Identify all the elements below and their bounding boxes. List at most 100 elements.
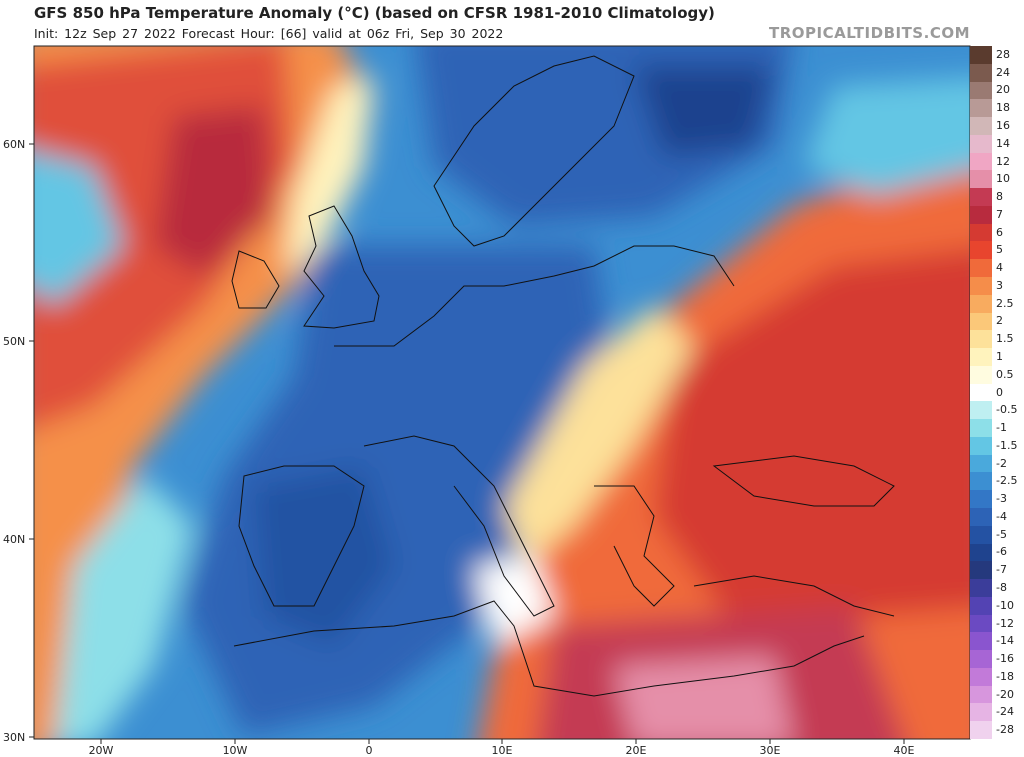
legend-swatch <box>970 63 992 83</box>
legend-swatch <box>970 223 992 242</box>
lon-label: 10E <box>492 744 513 757</box>
balkans-coast <box>594 485 675 607</box>
legend-swatch <box>970 259 992 278</box>
legend-label: 20 <box>996 83 1010 97</box>
anatolia-coast <box>693 575 895 617</box>
legend-swatch <box>970 241 992 260</box>
legend-swatch <box>970 99 992 118</box>
legend-swatch <box>970 365 992 385</box>
legend-swatch <box>970 454 992 473</box>
transition-band <box>504 306 694 566</box>
lon-label: 10W <box>223 744 248 757</box>
italy-coast <box>363 435 555 617</box>
legend-label: -6 <box>996 545 1007 559</box>
legend-swatch <box>970 312 992 331</box>
legend-label: 8 <box>996 190 1003 204</box>
legend-label: -20 <box>996 687 1014 701</box>
legend-label: 12 <box>996 154 1010 168</box>
legend-label: -2.5 <box>996 474 1018 488</box>
legend-label: 1.5 <box>996 332 1014 346</box>
legend-label: 3 <box>996 278 1003 292</box>
legend-label: 16 <box>996 118 1010 132</box>
map-title: GFS 850 hPa Temperature Anomaly (°C) (ba… <box>34 4 715 22</box>
legend-label: -10 <box>996 598 1014 612</box>
coastlines <box>231 55 895 697</box>
southwest-atlantic-cool <box>54 476 194 739</box>
legend-label: 5 <box>996 243 1003 257</box>
legend-label: 1 <box>996 349 1003 363</box>
legend-swatch <box>970 419 992 438</box>
legend-label: 7 <box>996 207 1003 221</box>
legend-swatch <box>970 543 992 562</box>
legend-swatch <box>970 81 992 100</box>
scandinavia-coast <box>433 55 635 247</box>
north-africa-coast <box>233 600 865 697</box>
north-coast <box>334 245 735 347</box>
legend-swatch <box>970 650 992 669</box>
atlantic-hot-spot <box>154 106 274 276</box>
legend-swatch <box>970 205 992 225</box>
legend-swatch <box>970 277 992 296</box>
legend-swatch <box>970 188 992 207</box>
legend-label: -4 <box>996 509 1007 523</box>
lat-label: 40N <box>3 533 25 546</box>
tyrrhenian-neutral <box>474 556 554 646</box>
brand-watermark[interactable]: TROPICALTIDBITS.COM <box>769 24 970 42</box>
legend-swatch <box>970 117 992 136</box>
ireland-coast <box>231 250 280 309</box>
lat-label: 30N <box>3 731 25 744</box>
iberia-coast <box>238 465 365 607</box>
legend-swatch <box>970 685 992 704</box>
temperature-anomaly-map <box>34 46 970 739</box>
legend-swatch <box>970 632 992 651</box>
lat-label: 60N <box>3 138 25 151</box>
west-atlantic-cool <box>34 151 124 306</box>
legend-swatch <box>970 348 992 367</box>
legend-label: 24 <box>996 65 1010 79</box>
iberia-cold-core <box>254 466 394 646</box>
legend-swatch <box>970 703 992 722</box>
legend-label: -14 <box>996 634 1014 648</box>
legend-label: -5 <box>996 527 1007 541</box>
black-sea-coast <box>712 455 895 507</box>
legend-swatch <box>970 561 992 580</box>
color-legend <box>970 46 992 740</box>
legend-label: -16 <box>996 652 1014 666</box>
legend-label: 6 <box>996 225 1003 239</box>
legend-label: 2 <box>996 314 1003 328</box>
legend-swatch <box>970 490 992 509</box>
legend-swatch <box>970 614 992 633</box>
legend-swatch <box>970 525 992 545</box>
lon-label: 20E <box>626 744 647 757</box>
map-frame <box>33 45 971 740</box>
legend-swatch <box>970 46 992 65</box>
legend-label: -28 <box>996 723 1014 737</box>
legend-swatch <box>970 579 992 598</box>
legend-label: -12 <box>996 616 1014 630</box>
legend-swatch <box>970 383 992 402</box>
legend-label: -24 <box>996 705 1014 719</box>
legend-label: -7 <box>996 563 1007 577</box>
legend-swatch <box>970 330 992 349</box>
legend-label: 0.5 <box>996 367 1014 381</box>
legend-label: 10 <box>996 172 1010 186</box>
legend-label: -0.5 <box>996 403 1018 417</box>
lat-label: 50N <box>3 335 25 348</box>
legend-swatch <box>970 436 992 456</box>
legend-swatch <box>970 667 992 687</box>
legend-label: -1.5 <box>996 438 1018 452</box>
legend-swatch <box>970 508 992 527</box>
north-sea-neutral <box>284 76 374 276</box>
legend-label: -2 <box>996 456 1007 470</box>
britain-coast <box>303 205 380 329</box>
legend-label: 4 <box>996 261 1003 275</box>
northern-cold-core <box>634 66 774 156</box>
lon-label: 40E <box>894 744 915 757</box>
legend-swatch <box>970 596 992 616</box>
lon-label: 20W <box>89 744 114 757</box>
libya-hot-core <box>614 656 793 739</box>
legend-swatch <box>970 134 992 154</box>
legend-label: 0 <box>996 385 1003 399</box>
legend-label: 2.5 <box>996 296 1014 310</box>
